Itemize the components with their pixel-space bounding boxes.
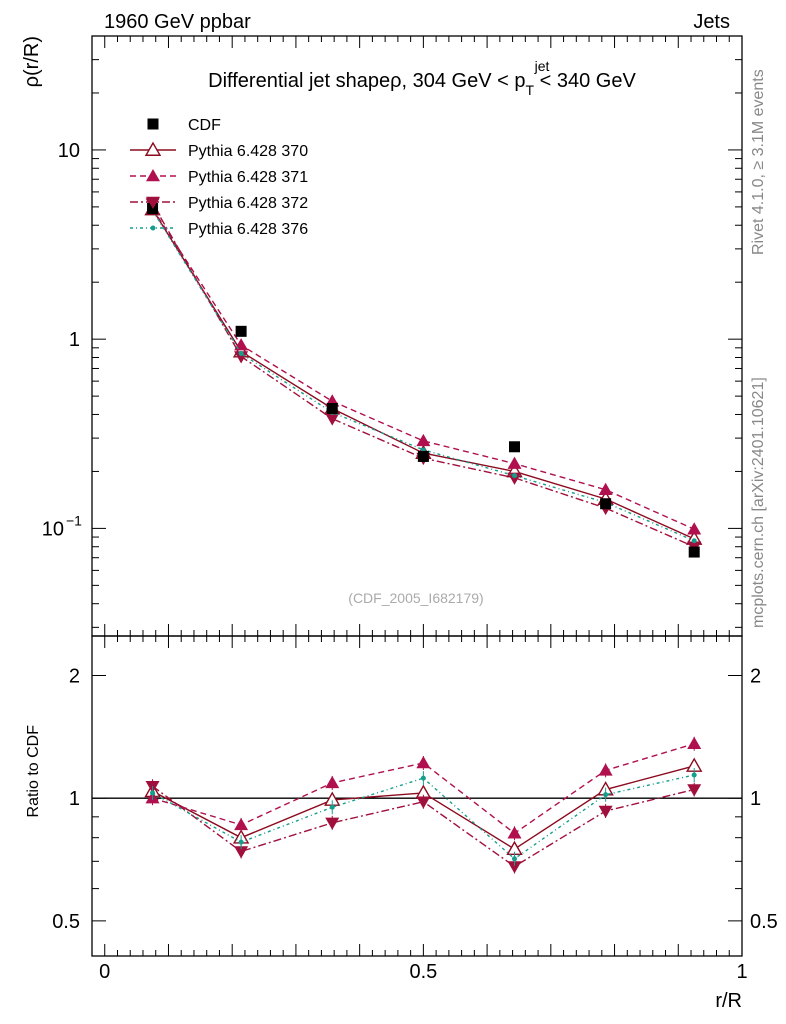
legend-label: Pythia 6.428 370 [188,143,308,160]
chart-title-main: Differential jet shapeρ, 304 GeV < p [208,70,525,92]
ratio-y-tick-label-right: 0.5 [750,911,778,933]
legend-marker [146,196,160,209]
legend-label: Pythia 6.428 371 [188,169,308,186]
series-point-pythia-6-428-371 [507,456,522,469]
legend-label: Pythia 6.428 376 [188,221,308,238]
ratio-point-pythia-6-428-372 [507,861,522,874]
ratio-point-pythia-6-428-376 [329,804,335,810]
cdf-data-point [417,450,429,462]
chart-title: Differential jet shapeρ, 304 GeV < pT < … [208,70,636,98]
series-point-pythia-6-428-376 [691,538,697,544]
ratio-point-pythia-6-428-371 [416,755,431,769]
ratio-y-tick-label: 1 [69,788,80,810]
ratio-point-pythia-6-428-371 [234,817,249,831]
header-right: Jets [693,11,730,33]
ratio-y-tick-label: 0.5 [52,911,80,933]
series-line-pythia-6-428-376 [151,209,695,542]
ratio-point-pythia-6-428-376 [691,772,697,778]
ratio-point-pythia-6-428-371 [507,826,522,839]
chart-title-sup: jet [534,58,550,74]
legend-marker [144,141,162,156]
series-point-pythia-6-428-372 [507,472,522,485]
cdf-data-point [688,546,700,558]
series-line-pythia-6-428-370 [151,209,695,540]
legend-label: CDF [188,117,221,134]
ratio-y-tick-label-right: 2 [750,665,761,687]
cdf-data-point [509,441,520,453]
series-point-pythia-6-428-371 [687,522,702,535]
cdf-data-point [326,403,338,415]
header-left: 1960 GeV ppbar [104,11,251,33]
ratio-point-pythia-6-428-372 [325,817,340,830]
cdf-data-point [235,325,247,337]
x-axis-label: r/R [715,990,742,1012]
ratio-point-pythia-6-428-371 [687,736,702,750]
x-tick-label: 0 [99,961,110,983]
ratio-point-pythia-6-428-371 [325,775,340,789]
chart-title-sub: T [526,82,535,98]
series-point-pythia-6-428-372 [325,413,340,426]
ratio-point-pythia-6-428-371 [598,763,613,776]
series-point-pythia-6-428-371 [416,433,431,447]
y-tick-label: 1 [69,329,80,351]
series-point-pythia-6-428-376 [512,473,517,479]
ratio-point-pythia-6-428-372 [416,796,431,809]
ratio-point-pythia-6-428-372 [234,846,249,859]
x-tick-label: 1 [736,961,747,983]
legend: CDF Pythia 6.428 370 Pythia 6.428 371 Pythi… [130,117,308,238]
legend-marker [146,169,160,182]
watermark: (CDF_2005_I682179) [348,590,483,606]
x-tick-label: 0.5 [409,961,437,983]
ratio-point-pythia-6-428-376 [420,775,426,781]
series-point-pythia-6-428-371 [598,482,613,496]
chart-title-tail: < 340 GeV [534,70,636,92]
rivet-label: Rivet 4.1.0, ≥ 3.1M events [750,69,767,255]
y-tick-label-exponent: −1 [66,512,82,528]
ratio-point-pythia-6-428-372 [687,784,702,797]
ratio-point-pythia-6-428-372 [598,805,613,819]
series-line-pythia-6-428-372 [151,203,695,548]
mcplots-label: mcplots.cern.ch [arXiv:2401.10621] [750,377,767,628]
ratio-point-pythia-6-428-376 [603,792,609,798]
series-point-pythia-6-428-376 [238,350,244,356]
y-axis-label-ratio: Ratio to CDF [25,725,42,818]
cdf-data-point [600,498,612,510]
ratio-plot: 0 0.5 1 2 2 1 1 0.5 0.5 [52,624,778,983]
ratio-point-pythia-6-428-376 [150,790,156,796]
series-point-pythia-6-428-372 [234,351,249,364]
ratio-point-pythia-6-428-376 [512,856,517,862]
ratio-point-pythia-6-428-376 [238,839,244,845]
legend-label: Pythia 6.428 372 [188,195,308,212]
legend-marker [147,118,159,130]
y-tick-label: 10 [58,140,80,162]
ratio-y-tick-label: 2 [69,665,80,687]
y-axis-label-main: ρ(r/R) [21,36,43,87]
series-line-pythia-6-428-371 [151,208,695,530]
ratio-y-tick-label-right: 1 [750,788,761,810]
cdf-data-point [147,203,159,215]
ratio-plot-frame [91,635,743,957]
legend-marker [150,225,156,231]
y-tick-label: 10 [42,518,64,540]
